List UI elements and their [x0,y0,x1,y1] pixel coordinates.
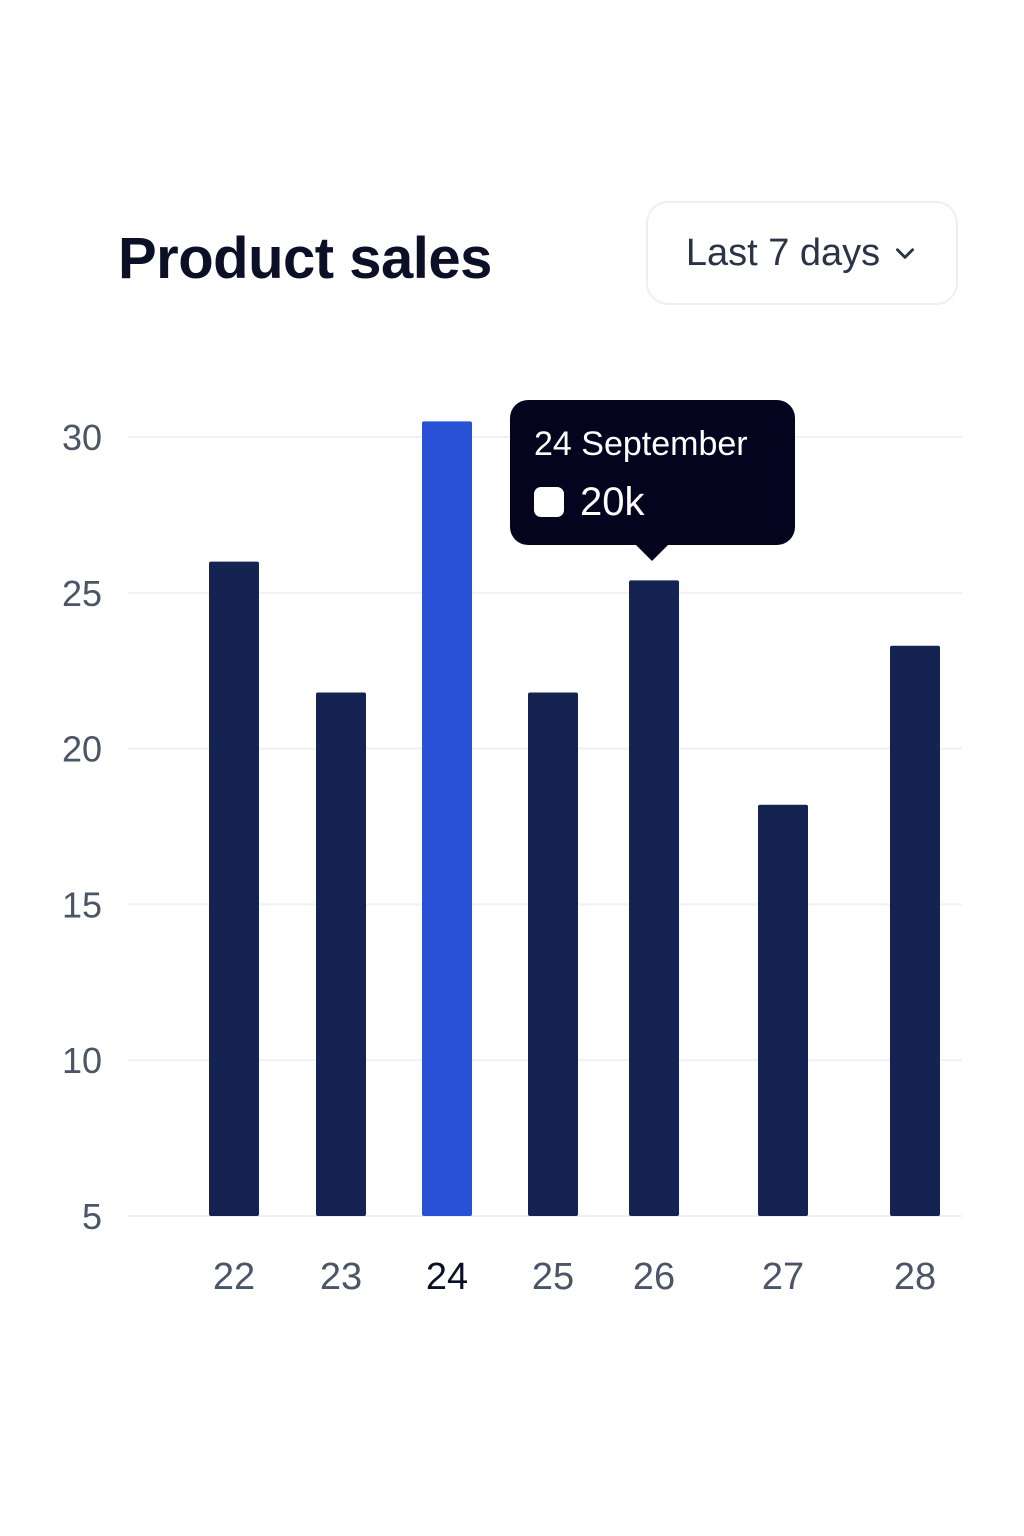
tooltip-legend-swatch [534,487,564,517]
y-tick-label: 10 [62,1040,102,1081]
bars [209,421,940,1216]
chart-tooltip: 24 September 20k [510,400,795,561]
x-axis-ticks: 22 23 24 25 26 27 28 [213,1256,936,1298]
x-tick-label-24: 24 [426,1256,468,1298]
date-range-select[interactable]: Last 7 days [646,201,958,305]
y-tick-label: 5 [82,1196,102,1237]
x-tick-label-25: 25 [532,1256,574,1298]
bar-24[interactable] [422,421,472,1216]
bar-23[interactable] [316,692,366,1216]
chevron-down-icon [896,248,915,259]
bar-27[interactable] [758,804,808,1216]
x-tick-label-28: 28 [894,1256,936,1298]
x-tick-label-22: 22 [213,1256,255,1298]
bar-22[interactable] [209,561,259,1216]
bar-26[interactable] [629,580,679,1216]
y-tick-label: 25 [62,573,102,614]
tooltip-value: 20k [580,480,645,524]
bar-28[interactable] [890,645,940,1216]
x-tick-label-26: 26 [633,1256,675,1298]
tooltip-date: 24 September [534,425,748,463]
y-tick-label: 30 [62,417,102,458]
date-range-label: Last 7 days [685,231,881,274]
y-tick-label: 15 [62,884,102,925]
y-tick-label: 20 [62,729,102,770]
page-title: Product sales [118,226,492,291]
y-axis-ticks: 5 10 15 20 25 30 [62,417,102,1237]
x-tick-label-27: 27 [762,1256,804,1298]
x-tick-label-23: 23 [320,1256,362,1298]
bar-25[interactable] [528,692,578,1216]
tooltip-value-row: 20k [534,480,771,524]
